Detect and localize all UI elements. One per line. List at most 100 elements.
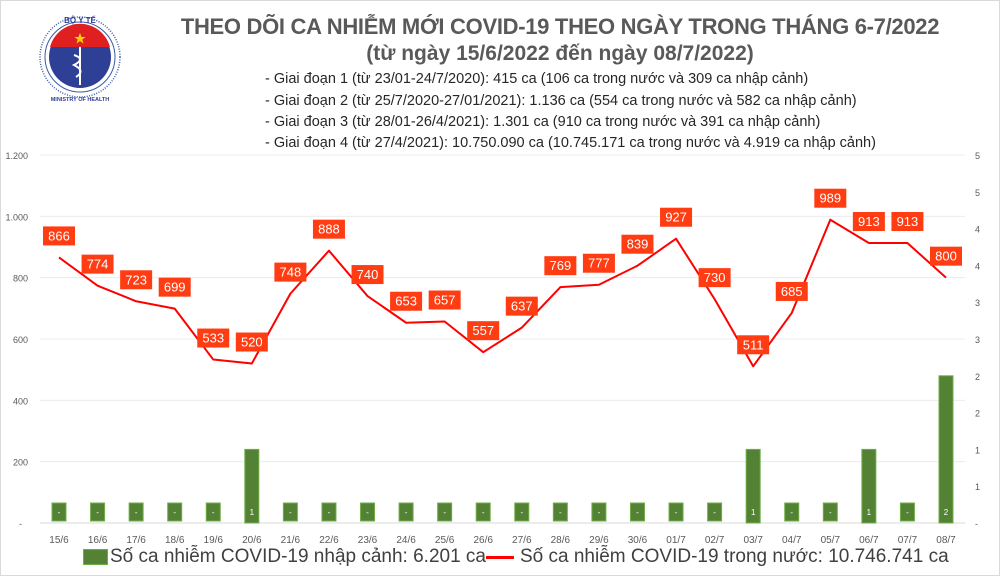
- line-data-label: 520: [241, 335, 263, 350]
- line-data-label-box: [582, 253, 615, 273]
- line-data-label-box: [81, 254, 114, 274]
- right-axis-tick: 4: [975, 225, 980, 235]
- bar-data-label: -: [829, 508, 832, 517]
- bar: [745, 448, 761, 524]
- x-axis-tick: 07/7: [898, 535, 918, 545]
- bar: [514, 502, 530, 522]
- bar: [244, 448, 260, 524]
- line-data-label-box: [390, 291, 423, 311]
- bar-data-label: -: [675, 508, 678, 517]
- phase-4-summary: - Giai đoạn 4 (từ 27/4/2021): 10.750.090…: [265, 135, 876, 151]
- bar: [784, 502, 800, 522]
- bar-data-label: -: [713, 508, 716, 517]
- bar-data-label: -: [443, 508, 446, 517]
- x-axis-tick: 24/6: [396, 535, 416, 545]
- line-data-label-box: [158, 277, 191, 297]
- bar: [822, 502, 838, 522]
- chart-plot: - 200 400 600 800 1.000 1.200 - 1 1 2 2 3 3 4 4 5 5 - - - - - 1…: [5, 151, 980, 545]
- line-data-label-box: [737, 335, 770, 355]
- line-data-label: 989: [819, 191, 841, 206]
- line-data-label: 866: [48, 228, 70, 243]
- x-axis-tick: 30/6: [628, 535, 648, 545]
- line-data-label-box: [428, 290, 461, 310]
- phase-3-summary: - Giai đoạn 3 (từ 28/01-26/4/2021): 1.30…: [265, 114, 821, 130]
- bar-data-label: -: [58, 508, 61, 517]
- line-data-label: 657: [434, 293, 456, 308]
- left-axis-tick: 800: [13, 274, 28, 284]
- bar-data-label: -: [520, 508, 523, 517]
- line-data-label-box: [312, 219, 345, 239]
- x-axis-tick: 17/6: [126, 535, 146, 545]
- line-data-label: 699: [164, 280, 186, 295]
- bar-data-label: -: [212, 508, 215, 517]
- ministry-of-health-logo: BỘ Y TẾ MINISTRY OF HEALTH: [39, 15, 121, 103]
- bar: [205, 502, 221, 522]
- line-data-label-box: [621, 234, 654, 254]
- line-data-label: 800: [935, 249, 957, 264]
- bar-data-label: -: [790, 508, 793, 517]
- bar: [475, 502, 491, 522]
- right-axis-tick: 3: [975, 335, 980, 345]
- x-axis-tick: 25/6: [435, 535, 455, 545]
- chart-subtitle: (từ ngày 15/6/2022 đến ngày 08/7/2022): [366, 42, 754, 65]
- line-data-label-box: [891, 212, 924, 232]
- left-axis-tick: 1.000: [5, 212, 28, 222]
- x-axis-tick: 03/7: [743, 535, 763, 545]
- bar: [899, 502, 915, 522]
- left-axis-tick: 600: [13, 335, 28, 345]
- line-data-label: 769: [549, 258, 571, 273]
- legend-item-imported: Số ca nhiễm COVID-19 nhập cảnh: 6.201 ca: [83, 546, 486, 568]
- x-axis-tick: 26/6: [473, 535, 493, 545]
- left-axis-tick: 400: [13, 396, 28, 406]
- bar-data-label: -: [559, 508, 562, 517]
- bar: [398, 502, 414, 522]
- line-data-label-box: [930, 246, 962, 266]
- line-data-label-box: [467, 321, 500, 341]
- line-data-label: 730: [704, 270, 726, 285]
- bar: [90, 502, 106, 522]
- legend-line-swatch: [486, 555, 514, 559]
- bar-data-label: -: [135, 508, 138, 517]
- bar-data-label: -: [328, 508, 331, 517]
- bar-data-label: -: [289, 508, 292, 517]
- phase-2-summary: - Giai đoạn 2 (từ 25/7/2020-27/01/2021):…: [265, 93, 857, 109]
- x-axis-tick: 19/6: [204, 535, 224, 545]
- x-axis-tick: 08/7: [936, 535, 956, 545]
- bar: [282, 502, 298, 522]
- left-axis-tick: -: [19, 519, 22, 529]
- bar-data-label: -: [482, 508, 485, 517]
- line-data-label: 511: [743, 337, 764, 352]
- line-data-label-box: [698, 268, 731, 288]
- line-data-label: 637: [511, 299, 533, 314]
- line-data-label: 653: [395, 294, 417, 309]
- line-data-label-box: [120, 270, 153, 290]
- bar: [629, 502, 645, 522]
- bar: [552, 502, 568, 522]
- line-data-label-box: [814, 188, 847, 208]
- left-axis-tick: 1.200: [5, 151, 28, 161]
- right-axis-tick: 1: [975, 445, 980, 455]
- x-axis-tick: 20/6: [242, 535, 262, 545]
- x-axis-tick: 06/7: [859, 535, 879, 545]
- line-data-label: 888: [318, 222, 340, 237]
- line-data-label-box: [660, 207, 693, 227]
- line-data-label-box: [505, 296, 538, 316]
- bar: [938, 375, 954, 524]
- bar-data-label: -: [366, 508, 369, 517]
- right-axis-tick: 3: [975, 298, 980, 308]
- right-axis-tick: 4: [975, 261, 980, 271]
- logo-text-top: BỘ Y TẾ: [64, 15, 96, 25]
- bar: [167, 502, 183, 522]
- x-axis-tick: 18/6: [165, 535, 185, 545]
- domestic-cases-line: [58, 218, 947, 368]
- bar-data-label: 1: [751, 508, 756, 517]
- x-axis-tick: 29/6: [589, 535, 609, 545]
- x-axis-tick: 28/6: [551, 535, 571, 545]
- bar: [128, 502, 144, 522]
- x-axis-tick: 04/7: [782, 535, 802, 545]
- x-axis-tick: 22/6: [319, 535, 339, 545]
- bar: [591, 502, 607, 522]
- x-axis-tick: 05/7: [821, 535, 841, 545]
- x-axis-tick: 27/6: [512, 535, 532, 545]
- legend-bar-swatch: [83, 549, 108, 565]
